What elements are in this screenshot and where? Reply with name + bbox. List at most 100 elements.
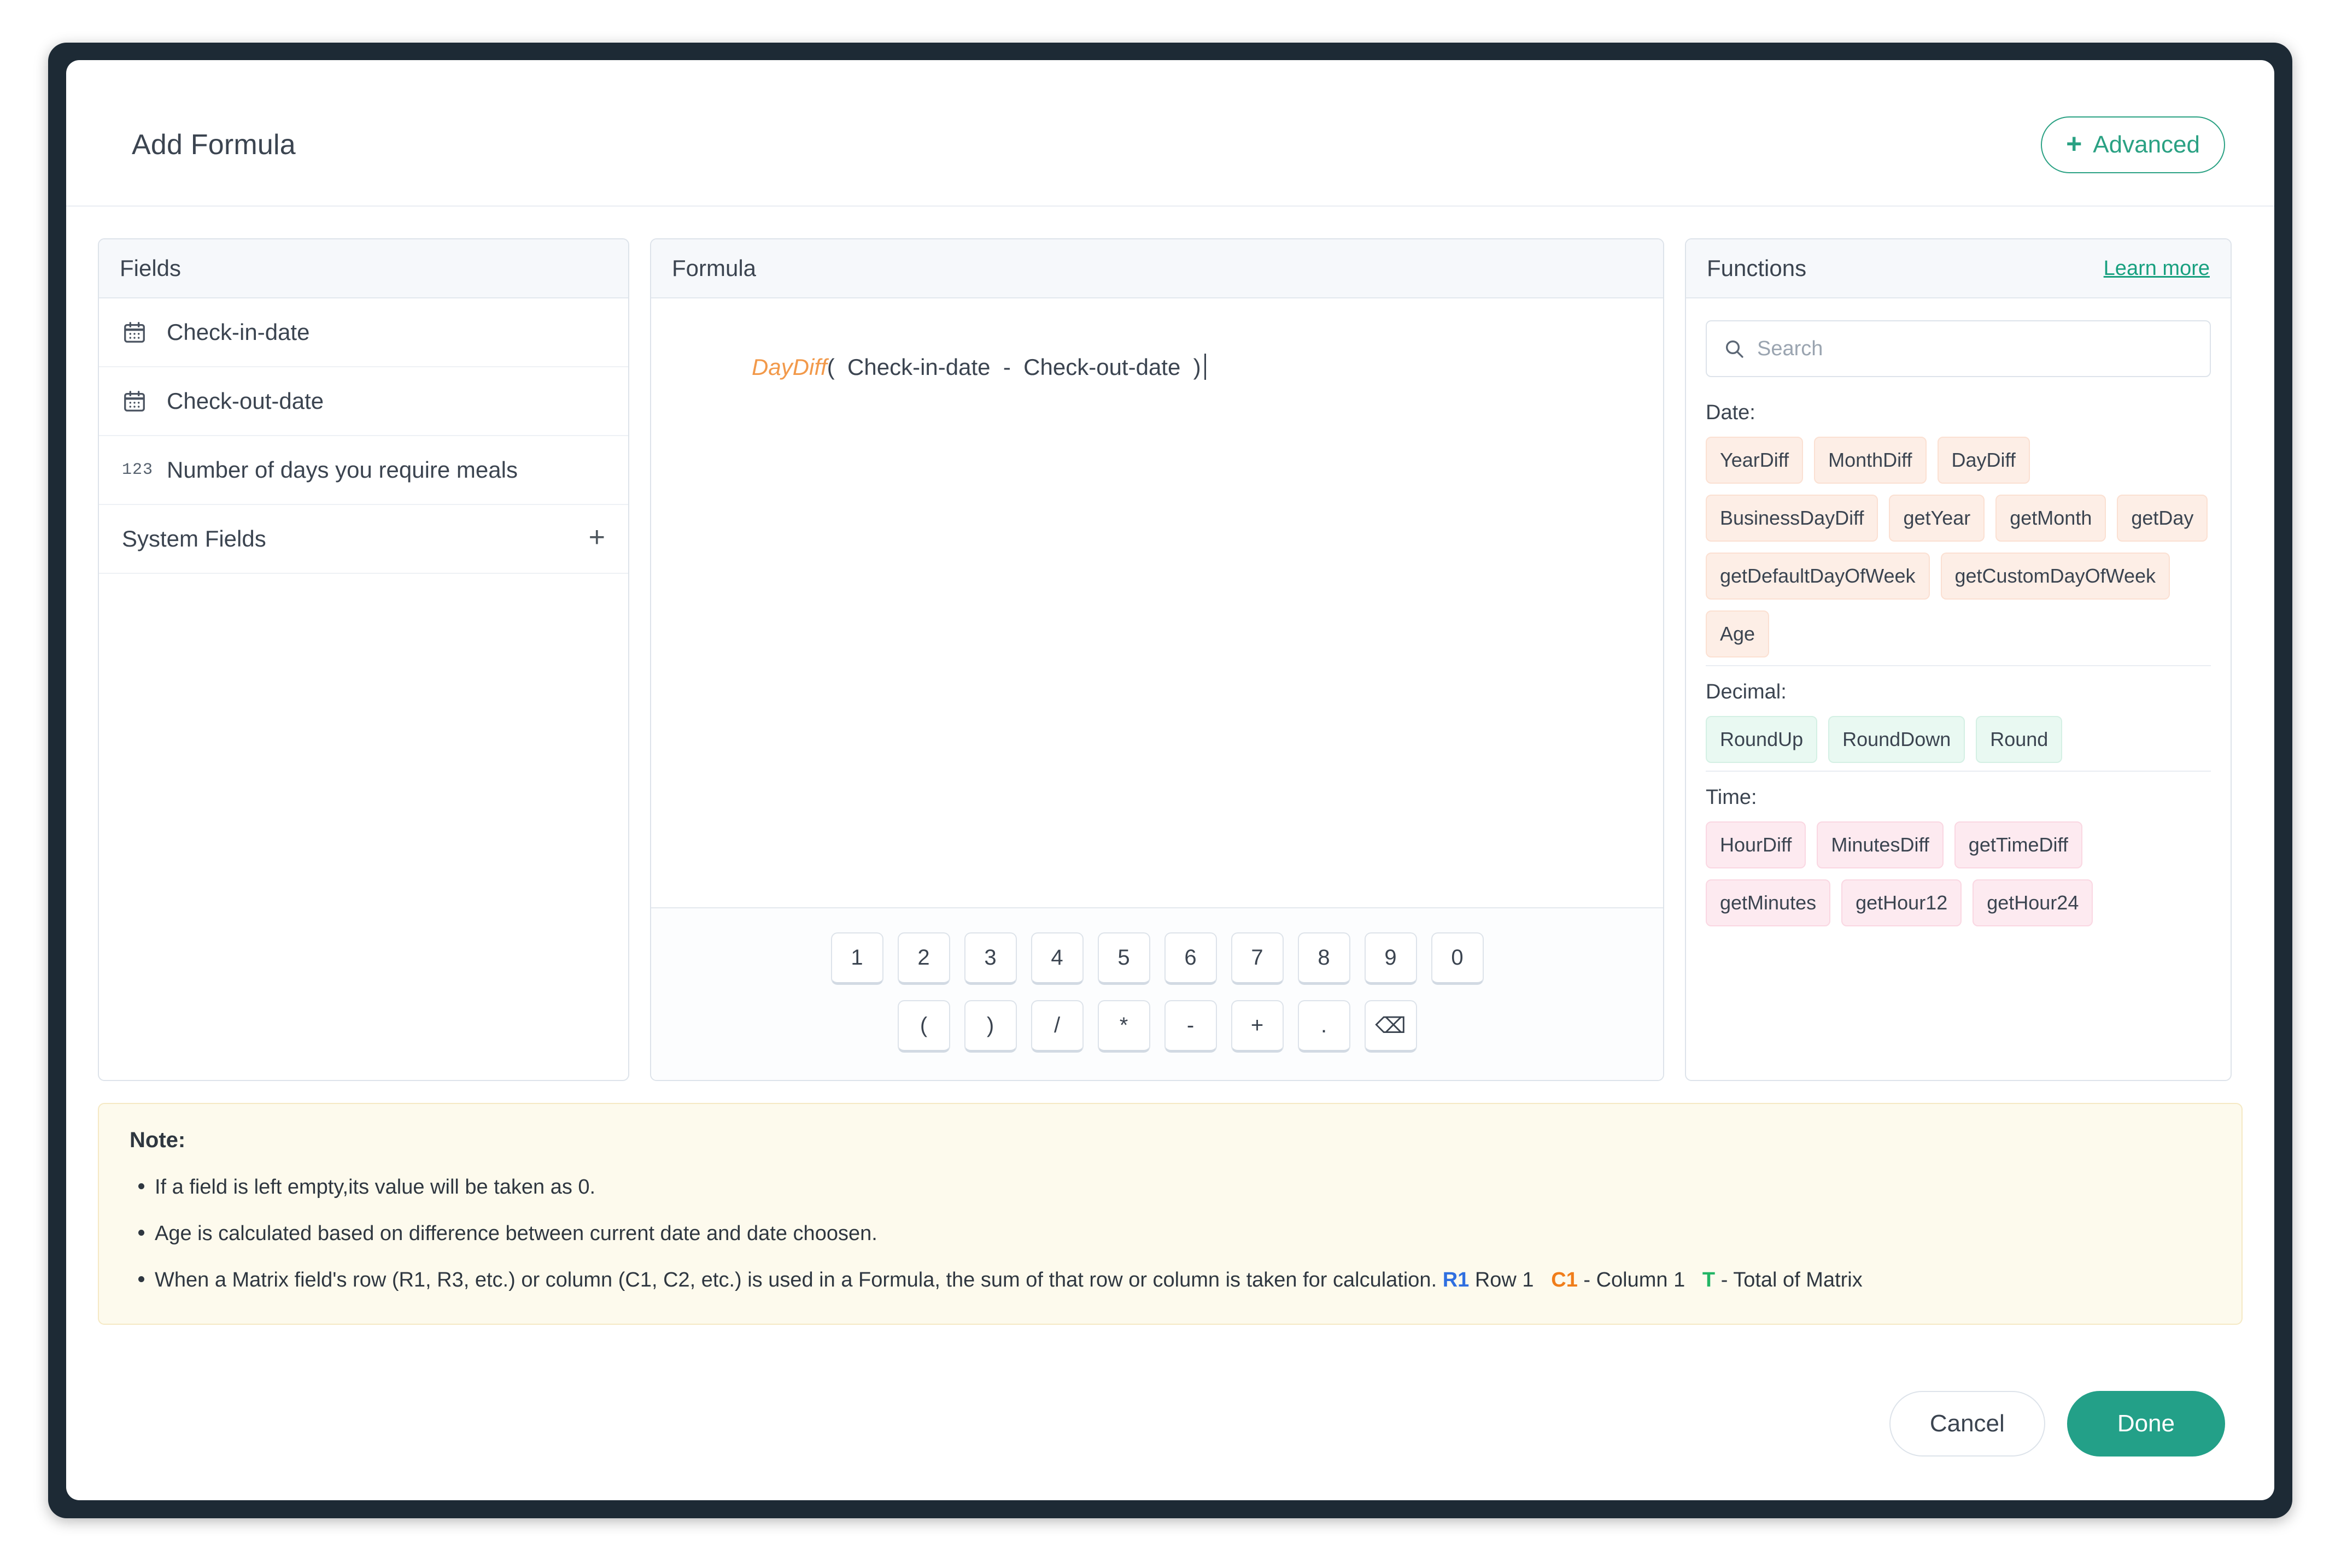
formula-panel-title: Formula <box>672 255 757 281</box>
formula-function-token: DayDiff <box>752 354 827 380</box>
note-box: Note: If a field is left empty,its value… <box>98 1103 2243 1325</box>
matrix-tag-r1: R1 <box>1442 1268 1470 1291</box>
formula-panel: Formula DayDiff( Check-in-date - Check-o… <box>650 238 1664 1081</box>
keypad-key-8[interactable]: 8 <box>1297 932 1350 985</box>
modal-footer: Cancel Done <box>1889 1391 2225 1457</box>
function-group-decimal: Decimal: RoundUp RoundDown Round <box>1706 665 2211 771</box>
note-list: If a field is left empty,its value will … <box>130 1171 2211 1296</box>
keypad-key-*[interactable]: * <box>1097 1000 1150 1053</box>
function-chip-getMinutes[interactable]: getMinutes <box>1706 879 1831 926</box>
field-row[interactable]: Check-in-date <box>99 298 628 367</box>
field-label: Check-out-date <box>167 388 324 414</box>
formula-expression-rest: ( Check-in-date - Check-out-date ) <box>827 354 1201 380</box>
function-group-time: Time: HourDiff MinutesDiff getTimeDiff getMi… <box>1706 771 2211 934</box>
calendar-icon <box>124 322 145 343</box>
fields-panel: Fields Check-in-date Check-out-date 123 Nu… <box>98 238 629 1081</box>
learn-more-link[interactable]: Learn more <box>2103 256 2210 280</box>
matrix-tag-c1-text: - Column 1 <box>1583 1268 1685 1291</box>
field-row[interactable]: Check-out-date <box>99 367 628 436</box>
keypad-key-3[interactable]: 3 <box>964 932 1017 985</box>
calendar-icon <box>124 391 145 412</box>
keypad-key-1[interactable]: 1 <box>830 932 883 985</box>
fields-panel-header: Fields <box>99 239 628 298</box>
keypad-key-.[interactable]: . <box>1297 1000 1350 1053</box>
system-fields-row[interactable]: System Fields + <box>99 505 628 574</box>
keypad-key--[interactable]: - <box>1164 1000 1217 1053</box>
cancel-button[interactable]: Cancel <box>1889 1391 2045 1457</box>
list-item: When a Matrix field's row (R1, R3, etc.)… <box>130 1264 2211 1296</box>
advanced-button-label: Advanced <box>2093 131 2200 158</box>
keypad-key-6[interactable]: 6 <box>1164 932 1217 985</box>
function-chip-getHour24[interactable]: getHour24 <box>1973 879 2093 926</box>
function-chip-RoundDown[interactable]: RoundDown <box>1828 716 1965 763</box>
function-groups: Date: YearDiff MonthDiff DayDiff BusinessDay… <box>1706 394 2211 934</box>
function-group-label: Time: <box>1706 786 1757 809</box>
formula-expression: DayDiff( Check-in-date - Check-out-date … <box>675 322 1639 412</box>
search-box[interactable] <box>1706 320 2211 377</box>
keypad-key-([interactable]: ( <box>897 1000 950 1053</box>
keypad-row-operators: () / * - +. ⌫ <box>651 1000 1663 1053</box>
field-label: Number of days you require meals <box>167 457 518 483</box>
note-title: Note: <box>130 1128 186 1152</box>
field-label: Check-in-date <box>167 319 310 345</box>
function-chip-DayDiff[interactable]: DayDiff <box>1937 437 2030 484</box>
function-chip-getTimeDiff[interactable]: getTimeDiff <box>1954 821 2082 868</box>
advanced-button[interactable]: + Advanced <box>2041 116 2225 173</box>
function-group-label: Date: <box>1706 401 1755 424</box>
keypad-key-5[interactable]: 5 <box>1097 932 1150 985</box>
plus-icon: + <box>2066 128 2082 159</box>
keypad-key-)[interactable]: ) <box>964 1000 1017 1053</box>
function-chip-list: RoundUp RoundDown Round <box>1706 716 2211 763</box>
device-frame: Add Formula + Advanced Fields Check-in-d… <box>48 43 2292 1518</box>
function-chip-getYear[interactable]: getYear <box>1889 495 1985 542</box>
page-title: Add Formula <box>132 129 296 161</box>
function-chip-getDay[interactable]: getDay <box>2117 495 2208 542</box>
function-group-label: Decimal: <box>1706 680 1787 703</box>
functions-panel: Functions Learn more Date: YearDiffMonthD… <box>1685 238 2232 1081</box>
keypad-key-+[interactable]: + <box>1231 1000 1284 1053</box>
function-chip-BusinessDayDiff[interactable]: BusinessDayDiff <box>1706 495 1878 542</box>
field-row[interactable]: 123 Number of days you require meals <box>99 436 628 505</box>
done-button[interactable]: Done <box>2067 1391 2225 1457</box>
function-chip-RoundUp[interactable]: RoundUp <box>1706 716 1818 763</box>
function-chip-Round[interactable]: Round <box>1976 716 2063 763</box>
function-chip-list: HourDiff MinutesDiff getTimeDiff getMinutes… <box>1706 821 2211 926</box>
search-icon <box>1726 340 1743 358</box>
search-input[interactable] <box>1757 337 2193 361</box>
fields-panel-title: Fields <box>120 255 182 281</box>
functions-panel-header: Functions Learn more <box>1686 239 2231 298</box>
system-fields-label: System Fields <box>122 526 266 551</box>
keypad-key-/[interactable]: / <box>1031 1000 1084 1053</box>
function-chip-getMonth[interactable]: getMonth <box>1995 495 2106 542</box>
keypad-key-2[interactable]: 2 <box>897 932 950 985</box>
keypad-key-backspace[interactable]: ⌫ <box>1364 1000 1417 1053</box>
keypad-key-7[interactable]: 7 <box>1231 932 1284 985</box>
function-chip-getHour12[interactable]: getHour12 <box>1841 879 1962 926</box>
keypad-key-0[interactable]: 0 <box>1431 932 1484 985</box>
number-123-icon: 123 <box>122 461 154 479</box>
modal-body: Fields Check-in-date Check-out-date 123 Nu… <box>66 207 2274 1081</box>
keypad-key-4[interactable]: 4 <box>1031 932 1084 985</box>
function-chip-getCustomDayOfWeek[interactable]: getCustomDayOfWeek <box>1940 553 2170 600</box>
function-chip-YearDiff[interactable]: YearDiff <box>1706 437 1804 484</box>
function-chip-getDefaultDayOfWeek[interactable]: getDefaultDayOfWeek <box>1706 553 1930 600</box>
list-item: If a field is left empty,its value will … <box>130 1171 2211 1203</box>
function-chip-Age[interactable]: Age <box>1706 610 1770 657</box>
matrix-tag-t-text: - Total of Matrix <box>1720 1268 1863 1291</box>
add-formula-modal: Add Formula + Advanced Fields Check-in-d… <box>66 60 2274 1500</box>
function-chip-MinutesDiff[interactable]: MinutesDiff <box>1817 821 1944 868</box>
formula-editor[interactable]: DayDiff( Check-in-date - Check-out-date … <box>651 298 1663 907</box>
matrix-note-text: When a Matrix field's row (R1, R3, etc.)… <box>155 1268 1437 1291</box>
matrix-tag-c1: C1 <box>1551 1268 1578 1291</box>
functions-panel-title: Functions <box>1707 255 1807 281</box>
plus-icon[interactable]: + <box>588 521 605 553</box>
function-chip-MonthDiff[interactable]: MonthDiff <box>1814 437 1927 484</box>
matrix-tag-r1-text: Row 1 <box>1474 1268 1534 1291</box>
matrix-tag-t: T <box>1702 1268 1716 1291</box>
function-chip-list: YearDiff MonthDiff DayDiff BusinessDayDiff g… <box>1706 437 2211 657</box>
function-chip-HourDiff[interactable]: HourDiff <box>1706 821 1806 868</box>
keypad-key-9[interactable]: 9 <box>1364 932 1417 985</box>
